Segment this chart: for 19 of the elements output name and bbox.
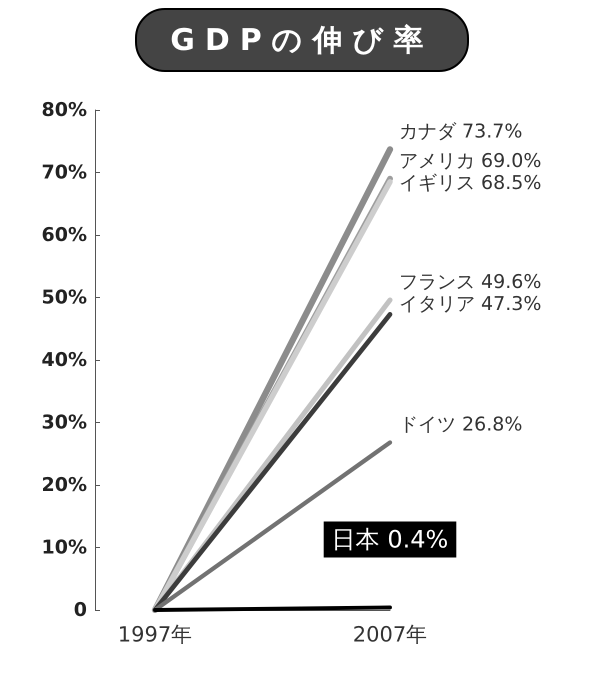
x-tick-label: 2007年 (352, 622, 428, 646)
text: イギリス 68.5% (399, 172, 542, 194)
y-tick-label: 70% (42, 162, 87, 184)
x-tick-label: 1997年 (118, 622, 192, 646)
text: フランス 49.6% (399, 271, 542, 293)
y-tick-label: 30% (42, 412, 87, 434)
y-tick-label: 80% (42, 99, 87, 121)
y-tick-label: 10% (42, 536, 87, 558)
text: アメリカ 69.0% (399, 150, 542, 172)
text: カナダ 73.7% (399, 120, 522, 142)
y-tick-label: 40% (42, 349, 87, 371)
chart-title: GDPの伸び率 (135, 8, 469, 72)
text: ドイツ 26.8% (399, 414, 522, 436)
text: 日本 0.4% (332, 526, 448, 554)
text: イタリア 47.3% (399, 293, 542, 315)
y-tick-label: 60% (42, 224, 87, 246)
y-tick-label: 50% (42, 286, 87, 308)
y-tick-label: 20% (42, 474, 87, 496)
y-tick-label: 0 (74, 599, 87, 621)
